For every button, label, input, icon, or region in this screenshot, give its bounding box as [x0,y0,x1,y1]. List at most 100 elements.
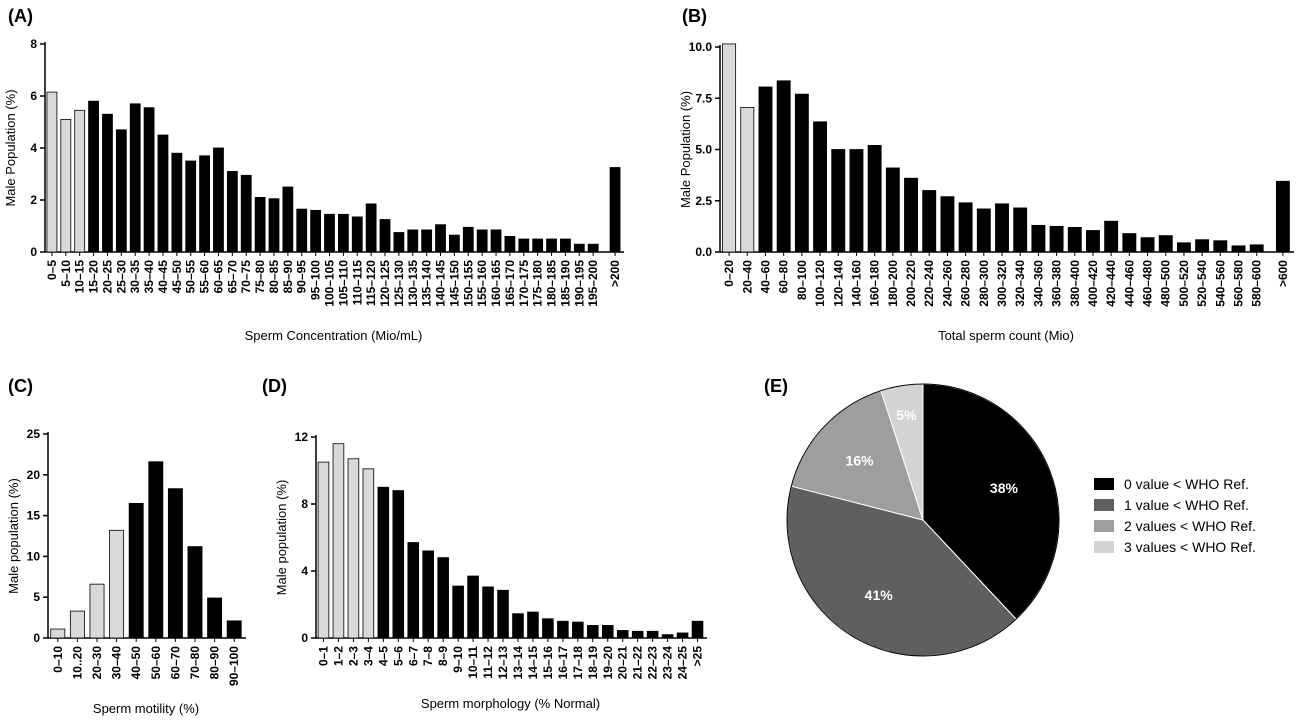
x-tick-label: 135–140 [420,260,434,307]
chart-panel-a: (A) 0 2 4 6 8 0–5 5–10 10–15 15–20 20–25 25–30 30–35… [3,6,624,343]
x-tick-label: 220–240 [922,260,936,307]
legend-label: 3 values < WHO Ref. [1124,539,1256,555]
bar-1 [740,107,755,253]
x-tick-label: 160–180 [868,260,882,307]
panel-label: (E) [764,376,788,396]
bar-17 [572,621,584,639]
x-tick-label: 200–220 [904,260,918,307]
bar-24 [676,632,689,639]
bar-18 [296,208,308,253]
bar-14 [240,174,252,253]
x-tick-label: 95–100 [309,260,323,300]
bar-37 [560,238,571,253]
bar-22 [646,630,659,639]
x-tick-label: >600 [1276,260,1290,287]
x-tick-label: 560–580 [1232,260,1246,307]
x-tick-label: 40–60 [758,260,772,294]
x-tick-label: 65–70 [225,260,239,294]
legend-swatch [1094,541,1114,553]
y-axis-title: Male population (%) [6,478,21,594]
bar-16 [268,198,280,253]
bar-23 [661,634,674,639]
bar-16 [1013,207,1028,253]
x-tick-label: 20–21 [616,646,630,680]
x-tick-label: 15–16 [541,646,555,680]
y-axis-title: Male Population (%) [3,89,18,206]
bar-5 [148,461,164,639]
x-tick-label: 15–20 [87,260,101,294]
bar-30 [1275,180,1290,253]
bar-6 [167,488,183,639]
x-tick-label: 160–165 [489,260,503,307]
pie-slice-label: 16% [846,452,875,468]
x-tick-label: 12–13 [496,646,510,680]
bar-20 [324,213,335,253]
x-tick-label: 300–320 [995,260,1009,307]
y-tick-label: 0 [30,245,37,259]
x-tick-label: >25 [691,646,705,667]
x-tick-label: 540–560 [1213,260,1227,307]
x-tick-label: 5–10 [59,260,73,287]
bar-4 [794,93,809,253]
x-tick-label: 170–175 [517,260,531,307]
x-tick-label: 70–75 [239,260,253,294]
y-tick-label: 0 [33,631,40,645]
x-tick-label: 175–180 [531,260,545,307]
bar-10 [467,575,479,639]
bar-2 [89,583,105,639]
x-tick-label: 35–40 [142,260,156,294]
x-tick-label: 90–100 [227,646,241,686]
x-tick-label: 5–6 [391,646,405,666]
x-tick-label: 16–17 [556,646,570,680]
x-tick-label: 3–4 [361,646,375,666]
x-tick-label: 90–95 [295,260,309,294]
x-tick-label: 480–500 [1159,260,1173,307]
legend-swatch [1094,499,1114,511]
bar-8 [437,557,449,639]
bar-0 [317,461,330,639]
x-tick-label: 520–540 [1195,260,1209,307]
bar-8 [207,597,223,639]
x-tick-label: 2–3 [346,646,360,666]
x-tick-label: 6–7 [406,646,420,666]
x-tick-label: 80–100 [795,260,809,300]
bar-10 [904,177,918,253]
x-tick-label: 70–80 [188,646,202,680]
x-tick-label: 9–10 [451,646,465,673]
x-tick-label: 460–480 [1141,260,1155,307]
x-tick-label: 115–120 [364,260,378,306]
x-tick-label: 7–8 [421,646,435,666]
bar-9 [171,152,183,253]
x-axis-title: Sperm morphology (% Normal) [421,696,600,711]
bar-16 [557,620,569,639]
bar-13 [512,613,524,639]
bar-4 [128,502,144,639]
bar-28 [1231,245,1246,253]
y-tick-label: 20 [27,468,41,482]
bar-19 [1067,226,1082,253]
bar-22 [1122,233,1137,253]
bar-29 [1249,244,1264,253]
bar-21 [1104,220,1119,253]
bar-24 [379,219,391,253]
bar-9 [452,585,464,639]
pie-slice-label: 41% [865,587,894,603]
x-tick-label: 165–170 [503,260,517,307]
x-tick-label: 10–11 [466,646,480,679]
bar-19 [310,209,322,253]
bar-1 [60,119,72,253]
x-tick-label: 380–400 [1068,260,1082,307]
x-tick-label: 23–24 [661,646,675,680]
x-tick-label: 50–55 [184,260,198,294]
bar-40 [609,167,621,253]
bar-11 [199,155,210,253]
x-tick-label: 100–105 [323,260,337,307]
bar-24 [1158,235,1173,253]
y-tick-label: 2.5 [695,194,712,208]
panel-label: (D) [262,376,287,396]
x-tick-label: 0–10 [51,646,65,673]
bar-14 [527,611,539,639]
x-tick-label: 14–15 [526,646,540,680]
bar-3 [776,80,791,253]
